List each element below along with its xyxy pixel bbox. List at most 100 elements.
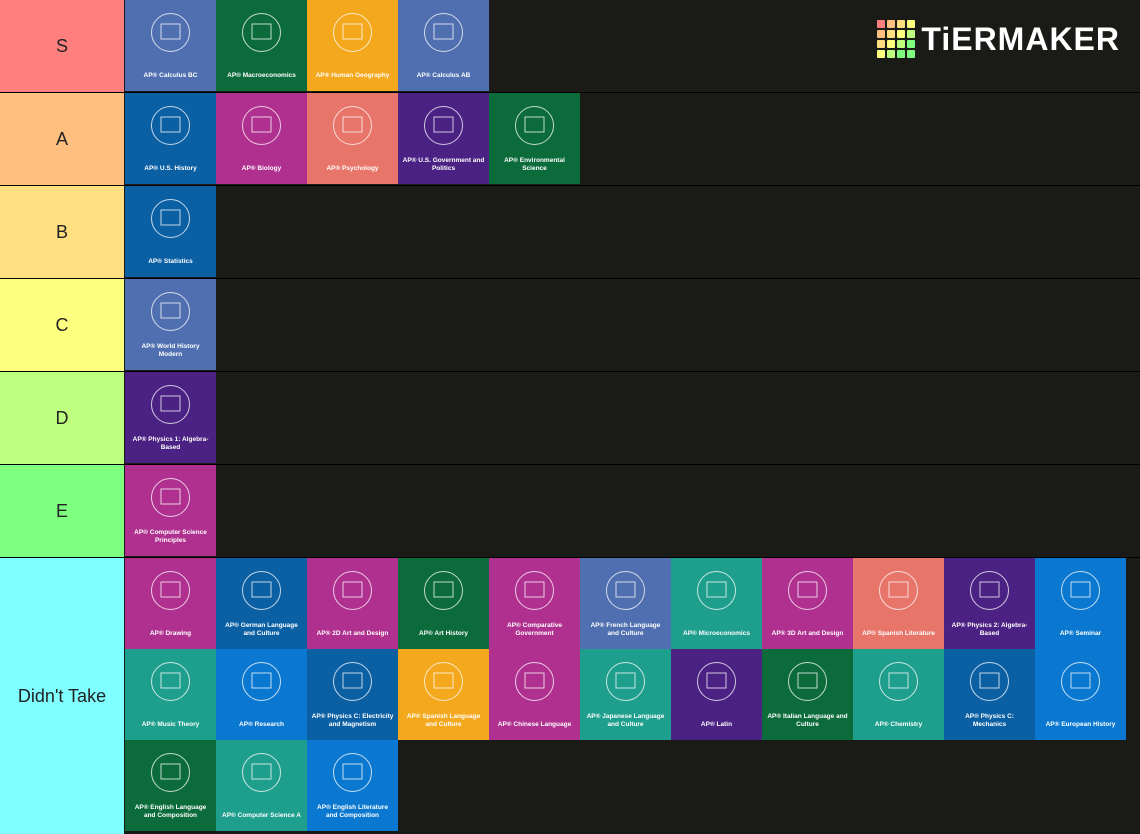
course-tile[interactable]: AP® Drawing bbox=[125, 558, 216, 649]
course-name: AP® Computer Science Principles bbox=[134, 529, 207, 544]
course-icon bbox=[242, 13, 281, 52]
course-tile[interactable]: AP® Italian Language and Culture bbox=[762, 649, 853, 740]
tier-items: AP® Calculus BC AP® Macroeconomics AP® Hum… bbox=[125, 0, 1140, 92]
course-tile[interactable]: AP® Computer Science A bbox=[216, 740, 307, 831]
course-name: AP® 3D Art and Design bbox=[771, 629, 844, 637]
course-tile[interactable]: AP® Physics 1: Algebra-Based bbox=[125, 372, 216, 463]
course-name: AP® Music Theory bbox=[141, 720, 200, 728]
course-icon bbox=[515, 106, 554, 145]
tier-items: AP® World History Modern bbox=[125, 279, 1140, 371]
tier-items: AP® Computer Science Principles bbox=[125, 465, 1140, 557]
course-name: AP® European History bbox=[1045, 720, 1116, 728]
course-tile[interactable]: AP® Japanese Language and Culture bbox=[580, 649, 671, 740]
course-tile[interactable]: AP® German Language and Culture bbox=[216, 558, 307, 649]
tier-label: D bbox=[0, 372, 124, 464]
course-tile[interactable]: AP® Environmental Science bbox=[489, 93, 580, 184]
course-icon bbox=[515, 662, 554, 701]
course-tile[interactable]: AP® European History bbox=[1035, 649, 1126, 740]
course-tile[interactable]: AP® U.S. History bbox=[125, 93, 216, 184]
course-tile[interactable]: AP® Macroeconomics bbox=[216, 0, 307, 91]
course-tile[interactable]: AP® 2D Art and Design bbox=[307, 558, 398, 649]
course-tile[interactable]: AP® Calculus BC bbox=[125, 0, 216, 91]
course-tile[interactable]: AP® Art History bbox=[398, 558, 489, 649]
course-icon bbox=[151, 753, 190, 792]
course-icon bbox=[788, 571, 827, 610]
logo: TiERMAKER bbox=[877, 20, 1120, 58]
course-tile[interactable]: AP® Biology bbox=[216, 93, 307, 184]
course-name: AP® German Language and Culture bbox=[225, 622, 298, 637]
course-name: AP® Computer Science A bbox=[222, 811, 301, 819]
course-tile[interactable]: AP® Chemistry bbox=[853, 649, 944, 740]
course-tile[interactable]: AP® English Language and Composition bbox=[125, 740, 216, 831]
course-name: AP® Human Geography bbox=[315, 71, 390, 79]
course-tile[interactable]: AP® Microeconomics bbox=[671, 558, 762, 649]
tier-items: AP® Physics 1: Algebra-Based bbox=[125, 372, 1140, 464]
course-tile[interactable]: AP® Calculus AB bbox=[398, 0, 489, 91]
course-name: AP® Chinese Language bbox=[497, 720, 572, 728]
course-icon bbox=[333, 106, 372, 145]
course-icon bbox=[424, 13, 463, 52]
course-tile[interactable]: AP® Chinese Language bbox=[489, 649, 580, 740]
course-name: AP® Macroeconomics bbox=[227, 71, 296, 79]
course-icon bbox=[788, 662, 827, 701]
course-tile[interactable]: AP® Human Geography bbox=[307, 0, 398, 91]
course-name: AP® World History Modern bbox=[141, 343, 200, 358]
course-tile[interactable]: AP® Physics C: Electricity and Magnetism bbox=[307, 649, 398, 740]
course-tile[interactable]: AP® Music Theory bbox=[125, 649, 216, 740]
course-icon bbox=[515, 571, 554, 610]
course-icon bbox=[424, 571, 463, 610]
course-name: AP® Statistics bbox=[148, 257, 193, 265]
course-tile[interactable]: AP® Comparative Government bbox=[489, 558, 580, 649]
course-icon bbox=[1061, 571, 1100, 610]
course-tile[interactable]: AP® Psychology bbox=[307, 93, 398, 184]
course-icon bbox=[424, 662, 463, 701]
course-tile[interactable]: AP® 3D Art and Design bbox=[762, 558, 853, 649]
course-name: AP® Chemistry bbox=[874, 720, 923, 728]
course-tile[interactable]: AP® World History Modern bbox=[125, 279, 216, 370]
course-tile[interactable]: AP® Statistics bbox=[125, 186, 216, 277]
course-icon bbox=[151, 385, 190, 424]
course-icon bbox=[151, 106, 190, 145]
course-name: AP® Calculus BC bbox=[143, 71, 198, 79]
course-name: AP® U.S. History bbox=[144, 164, 197, 172]
tier-row: D AP® Physics 1: Algebra-Based bbox=[0, 372, 1140, 464]
course-tile[interactable]: AP® Seminar bbox=[1035, 558, 1126, 649]
course-name: AP® English Literature and Composition bbox=[317, 804, 388, 819]
course-name: AP® Italian Language and Culture bbox=[767, 713, 848, 728]
course-icon bbox=[879, 662, 918, 701]
course-tile[interactable]: AP® Latin bbox=[671, 649, 762, 740]
course-icon bbox=[333, 662, 372, 701]
course-name: AP® Environmental Science bbox=[504, 157, 565, 172]
course-name: AP® English Language and Composition bbox=[134, 804, 207, 819]
course-name: AP® Spanish Literature bbox=[862, 629, 935, 637]
tier-row: Didn't Take AP® Drawing AP® German Languag… bbox=[0, 558, 1140, 834]
tier-row: S AP® Calculus BC AP® Macroeconomics AP® Hu… bbox=[0, 0, 1140, 92]
course-name: AP® Drawing bbox=[149, 629, 192, 637]
course-icon bbox=[151, 292, 190, 331]
tier-row: B AP® Statistics bbox=[0, 186, 1140, 278]
course-tile[interactable]: AP® Research bbox=[216, 649, 307, 740]
tier-items: AP® Drawing AP® German Language and Cultu… bbox=[125, 558, 1140, 834]
course-name: AP® Art History bbox=[419, 629, 468, 637]
course-tile[interactable]: AP® Computer Science Principles bbox=[125, 465, 216, 556]
tier-row: E AP® Computer Science Principles bbox=[0, 465, 1140, 557]
course-tile[interactable]: AP® English Literature and Composition bbox=[307, 740, 398, 831]
course-name: AP® Latin bbox=[700, 720, 733, 728]
course-tile[interactable]: AP® Spanish Language and Culture bbox=[398, 649, 489, 740]
course-icon bbox=[242, 571, 281, 610]
course-icon bbox=[242, 753, 281, 792]
course-tile[interactable]: AP® Physics C: Mechanics bbox=[944, 649, 1035, 740]
logo-text: TiERMAKER bbox=[921, 20, 1120, 57]
course-icon bbox=[242, 662, 281, 701]
tier-label: S bbox=[0, 0, 124, 92]
course-tile[interactable]: AP® Physics 2: Algebra-Based bbox=[944, 558, 1035, 649]
course-tile[interactable]: AP® U.S. Government and Politics bbox=[398, 93, 489, 184]
tier-items: AP® U.S. History AP® Biology AP® Psycholog… bbox=[125, 93, 1140, 185]
course-name: AP® Japanese Language and Culture bbox=[586, 713, 665, 728]
course-tile[interactable]: AP® Spanish Literature bbox=[853, 558, 944, 649]
course-tile[interactable]: AP® French Language and Culture bbox=[580, 558, 671, 649]
course-icon bbox=[151, 13, 190, 52]
tier-label: C bbox=[0, 279, 124, 371]
course-name: AP® Physics C: Electricity and Magnetism bbox=[311, 713, 394, 728]
